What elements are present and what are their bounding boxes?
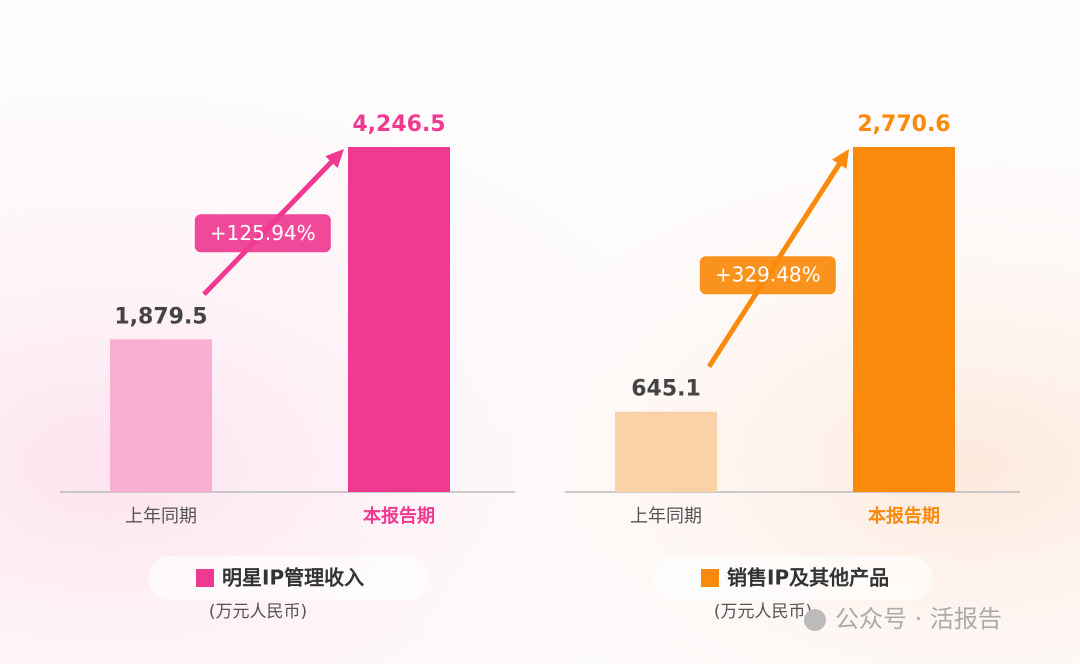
x-tick-label: 上年同期	[630, 506, 702, 527]
x-tick-label: 上年同期	[125, 506, 197, 527]
annotation: +329.48%	[715, 263, 821, 287]
bar	[110, 339, 212, 492]
unit-label: (万元人民币)	[714, 602, 812, 622]
legend-label: 销售IP及其他产品	[727, 566, 889, 590]
annotation-badge	[699, 256, 836, 295]
value-label: 4,246.5	[352, 112, 445, 137]
annotation-badge	[194, 214, 331, 253]
legend-background	[148, 556, 428, 600]
legend-swatch	[701, 569, 719, 587]
bar	[853, 147, 955, 492]
arrow-head	[832, 149, 849, 169]
annotation: +125.94%	[210, 221, 316, 245]
unit-label: (万元人民币)	[209, 602, 307, 622]
arrow-head	[325, 149, 344, 168]
legend-background	[653, 556, 933, 600]
bar	[615, 411, 717, 492]
value-label: 645.1	[631, 377, 701, 402]
bar	[348, 147, 450, 492]
x-tick-label: 本报告期	[363, 505, 435, 527]
x-tick-label: 本报告期	[868, 505, 940, 527]
legend-swatch	[196, 569, 214, 587]
value-label: 1,879.5	[114, 304, 207, 329]
value-label: 2,770.6	[857, 112, 950, 137]
watermark: 公众号 · 活报告	[835, 605, 1002, 633]
watermark-icon	[804, 609, 826, 631]
legend-label: 明星IP管理收入	[222, 566, 364, 590]
